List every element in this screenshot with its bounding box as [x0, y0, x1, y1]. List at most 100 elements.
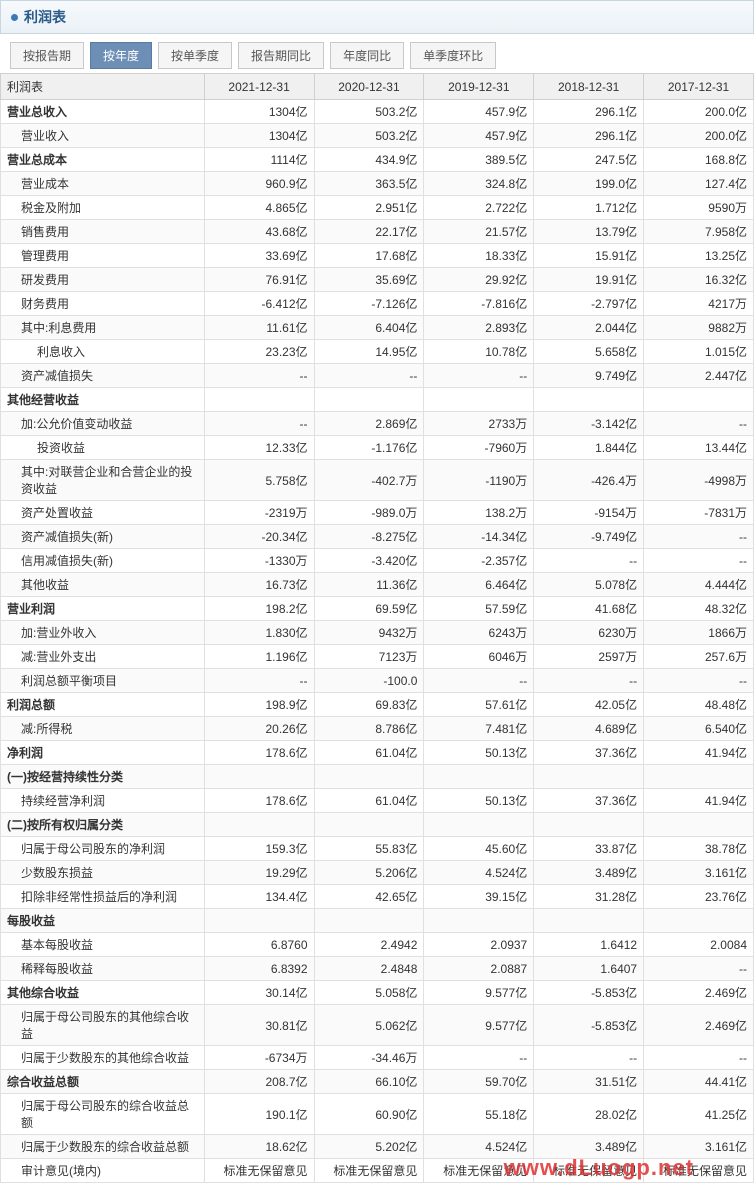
- row-value: [424, 909, 534, 933]
- row-value: -9.749亿: [534, 525, 644, 549]
- row-value: [424, 765, 534, 789]
- table-row: 稀释每股收益6.83922.48482.08871.6407--: [1, 957, 754, 981]
- row-value: 6.540亿: [644, 717, 754, 741]
- row-value: --: [644, 1046, 754, 1070]
- row-label: 研发费用: [1, 268, 205, 292]
- row-value: 31.51亿: [534, 1070, 644, 1094]
- table-row: 其中:利息费用11.61亿6.404亿2.893亿2.044亿9882万: [1, 316, 754, 340]
- row-value: -5.853亿: [534, 1005, 644, 1046]
- row-value: 60.90亿: [314, 1094, 424, 1135]
- row-value: 2.044亿: [534, 316, 644, 340]
- row-label: 利润总额平衡项目: [1, 669, 205, 693]
- row-label: 加:营业外收入: [1, 621, 205, 645]
- row-value: [644, 765, 754, 789]
- row-value: 200.0亿: [644, 124, 754, 148]
- row-value: 28.02亿: [534, 1094, 644, 1135]
- row-value: 2.4848: [314, 957, 424, 981]
- row-value: 4217万: [644, 292, 754, 316]
- table-row: 其他经营收益: [1, 388, 754, 412]
- row-value: 503.2亿: [314, 100, 424, 124]
- row-label: 营业总收入: [1, 100, 205, 124]
- row-value: 18.33亿: [424, 244, 534, 268]
- row-value: 6243万: [424, 621, 534, 645]
- row-value: 7.958亿: [644, 220, 754, 244]
- table-header-row: 利润表2021-12-312020-12-312019-12-312018-12…: [1, 74, 754, 100]
- row-value: 7123万: [314, 645, 424, 669]
- table-row: 归属于母公司股东的综合收益总额190.1亿60.90亿55.18亿28.02亿4…: [1, 1094, 754, 1135]
- row-value: 33.87亿: [534, 837, 644, 861]
- table-row: 减:营业外支出1.196亿7123万6046万2597万257.6万: [1, 645, 754, 669]
- row-label: 资产减值损失(新): [1, 525, 205, 549]
- tab-5[interactable]: 单季度环比: [410, 42, 496, 69]
- row-label: 归属于母公司股东的其他综合收益: [1, 1005, 205, 1046]
- row-label: 审计意见(境内): [1, 1159, 205, 1183]
- row-value: 198.9亿: [204, 693, 314, 717]
- row-value: 503.2亿: [314, 124, 424, 148]
- table-body: 营业总收入1304亿503.2亿457.9亿296.1亿200.0亿营业收入13…: [1, 100, 754, 1183]
- row-value: 1866万: [644, 621, 754, 645]
- watermark: www.dLuogp.net: [504, 1155, 694, 1181]
- row-value: 39.15亿: [424, 885, 534, 909]
- table-row: 营业利润198.2亿69.59亿57.59亿41.68亿48.32亿: [1, 597, 754, 621]
- row-label: 营业利润: [1, 597, 205, 621]
- row-value: [204, 765, 314, 789]
- row-label: 信用减值损失(新): [1, 549, 205, 573]
- row-value: 208.7亿: [204, 1070, 314, 1094]
- row-value: 11.61亿: [204, 316, 314, 340]
- row-value: 30.14亿: [204, 981, 314, 1005]
- row-value: 1.6412: [534, 933, 644, 957]
- tab-4[interactable]: 年度同比: [330, 42, 404, 69]
- row-value: -6734万: [204, 1046, 314, 1070]
- row-value: 4.865亿: [204, 196, 314, 220]
- row-value: 6230万: [534, 621, 644, 645]
- row-value: -7831万: [644, 501, 754, 525]
- row-value: -20.34亿: [204, 525, 314, 549]
- row-label: 归属于少数股东的其他综合收益: [1, 1046, 205, 1070]
- row-label: 基本每股收益: [1, 933, 205, 957]
- row-value: 42.65亿: [314, 885, 424, 909]
- col-header: 2021-12-31: [204, 74, 314, 100]
- table-row: 投资收益12.33亿-1.176亿-7960万1.844亿13.44亿: [1, 436, 754, 460]
- row-value: 10.78亿: [424, 340, 534, 364]
- row-value: 6.8392: [204, 957, 314, 981]
- row-value: 457.9亿: [424, 100, 534, 124]
- row-value: 2.447亿: [644, 364, 754, 388]
- table-row: 加:公允价值变动收益--2.869亿2733万-3.142亿--: [1, 412, 754, 436]
- row-label: 营业收入: [1, 124, 205, 148]
- row-label: 加:公允价值变动收益: [1, 412, 205, 436]
- income-statement-table: 利润表2021-12-312020-12-312019-12-312018-12…: [0, 73, 754, 1183]
- tab-1[interactable]: 按年度: [90, 42, 152, 69]
- row-value: 363.5亿: [314, 172, 424, 196]
- row-value: 19.29亿: [204, 861, 314, 885]
- row-value: 190.1亿: [204, 1094, 314, 1135]
- row-value: [314, 388, 424, 412]
- row-value: --: [204, 669, 314, 693]
- row-value: 35.69亿: [314, 268, 424, 292]
- row-value: -34.46万: [314, 1046, 424, 1070]
- row-value: [314, 813, 424, 837]
- row-value: 标准无保留意见: [314, 1159, 424, 1183]
- row-value: 3.161亿: [644, 861, 754, 885]
- row-value: -3.142亿: [534, 412, 644, 436]
- row-value: 2.722亿: [424, 196, 534, 220]
- table-row: 归属于少数股东的其他综合收益-6734万-34.46万------: [1, 1046, 754, 1070]
- tab-0[interactable]: 按报告期: [10, 42, 84, 69]
- row-value: 2.469亿: [644, 981, 754, 1005]
- row-label: 利润总额: [1, 693, 205, 717]
- row-value: -14.34亿: [424, 525, 534, 549]
- row-value: 29.92亿: [424, 268, 534, 292]
- row-label: 利息收入: [1, 340, 205, 364]
- row-value: -2.357亿: [424, 549, 534, 573]
- table-row: (一)按经营持续性分类: [1, 765, 754, 789]
- tab-2[interactable]: 按单季度: [158, 42, 232, 69]
- col-header: 2020-12-31: [314, 74, 424, 100]
- row-value: 13.79亿: [534, 220, 644, 244]
- row-value: 1114亿: [204, 148, 314, 172]
- row-value: --: [644, 957, 754, 981]
- table-row: 税金及附加4.865亿2.951亿2.722亿1.712亿9590万: [1, 196, 754, 220]
- row-label: 净利润: [1, 741, 205, 765]
- tab-3[interactable]: 报告期同比: [238, 42, 324, 69]
- row-value: 61.04亿: [314, 741, 424, 765]
- row-value: 1.6407: [534, 957, 644, 981]
- row-value: 168.8亿: [644, 148, 754, 172]
